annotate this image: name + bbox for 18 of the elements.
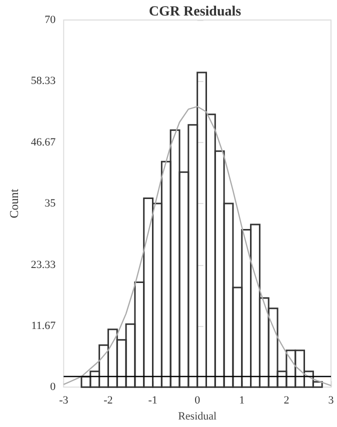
x-tick-label: 1 xyxy=(239,394,245,407)
x-tick-label: 0 xyxy=(194,394,201,407)
x-tick-label: 2 xyxy=(284,394,290,407)
x-tick-label: -1 xyxy=(148,394,158,407)
x-tick-label: 3 xyxy=(328,394,334,407)
y-tick-label: 46.67 xyxy=(30,136,56,148)
x-axis-title: Residual xyxy=(178,410,217,422)
y-tick-label: 70 xyxy=(44,14,56,26)
y-tick-label: 58.33 xyxy=(30,75,56,88)
y-tick-label: 11.67 xyxy=(31,320,56,332)
y-tick-label: 0 xyxy=(50,381,56,394)
x-tick-label: -2 xyxy=(104,394,113,407)
x-tick-label: -3 xyxy=(59,394,69,407)
chart-title: CGR Residuals xyxy=(148,4,242,20)
y-tick-label: 35 xyxy=(44,198,56,210)
y-axis-title: Count xyxy=(7,188,21,218)
line-series xyxy=(63,106,332,386)
y-tick-label: 23.33 xyxy=(30,258,56,271)
